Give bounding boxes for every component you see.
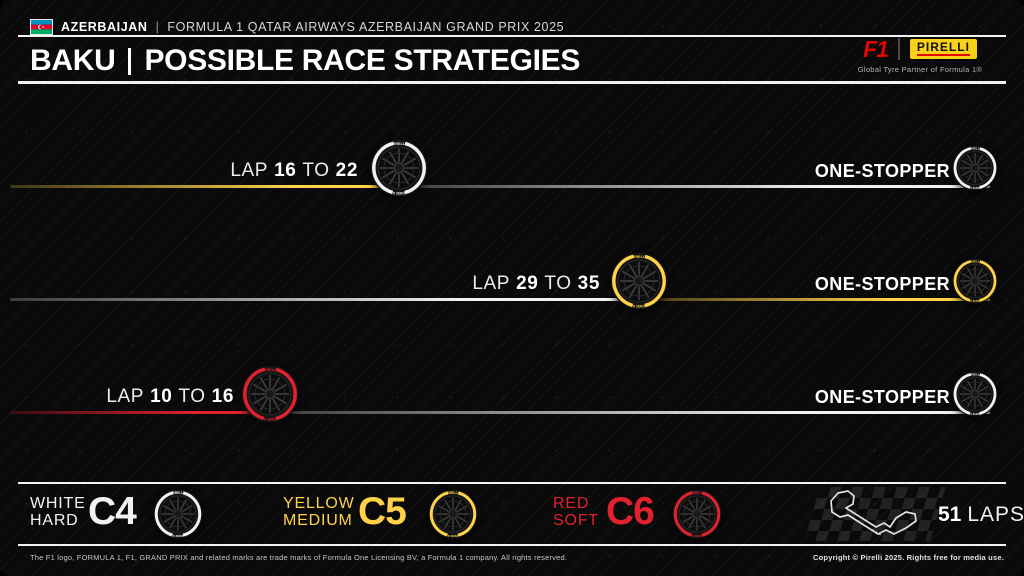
- strategy-result-label: ONE-STOPPER: [814, 386, 950, 407]
- soft-tyre-icon: PIRELLI P ZERO: [672, 489, 722, 539]
- svg-text:PIRELLI: PIRELLI: [691, 491, 704, 495]
- f1-logo: F1: [863, 36, 889, 62]
- event-header: AZERBAIJAN | FORMULA 1 QATAR AIRWAYS AZE…: [30, 19, 564, 35]
- legend-top-rule: [18, 482, 1006, 484]
- end-tyre-icon: PIRELLI P ZERO: [952, 145, 998, 191]
- svg-text:P ZERO: P ZERO: [633, 305, 645, 309]
- pit-tyre-icon: PIRELLI P ZERO: [241, 365, 299, 423]
- title-text: POSSIBLE RACE STRATEGIES: [144, 44, 581, 77]
- svg-text:P ZERO: P ZERO: [173, 534, 184, 538]
- strategy-result-label: ONE-STOPPER: [814, 273, 950, 294]
- svg-text:PIRELLI: PIRELLI: [263, 368, 277, 372]
- pit-window-label: LAP 10 TO 16: [106, 386, 234, 407]
- stint-line-start: [10, 185, 399, 188]
- laps-word: LAPS: [967, 503, 1024, 526]
- country-label: AZERBAIJAN: [61, 20, 148, 34]
- compound-code-c4: C4: [88, 490, 137, 533]
- svg-text:P ZERO: P ZERO: [393, 192, 405, 196]
- svg-text:P ZERO: P ZERO: [970, 300, 979, 303]
- header-top-rule: [18, 35, 1006, 37]
- svg-text:PIRELLI: PIRELLI: [172, 491, 185, 495]
- pit-window-label: LAP 16 TO 22: [230, 160, 358, 181]
- laps-value: 51: [938, 503, 962, 526]
- end-tyre-icon: PIRELLI P ZERO: [952, 371, 998, 417]
- stint-line-end: [270, 411, 990, 414]
- partner-logos: F1 PIRELLI Global Tyre Partner of Formul…: [835, 36, 1005, 75]
- partner-caption: Global Tyre Partner of Formula 1®: [857, 65, 983, 74]
- copyright-notice: Copyright © Pirelli 2025. Rights free fo…: [813, 553, 1004, 562]
- strategy-result-label: ONE-STOPPER: [814, 160, 950, 181]
- title-city: BAKU: [30, 44, 116, 77]
- svg-text:P ZERO: P ZERO: [264, 418, 276, 422]
- svg-text:P ZERO: P ZERO: [970, 187, 979, 190]
- footer-rule: [18, 544, 1006, 546]
- svg-text:PIRELLI: PIRELLI: [632, 255, 646, 259]
- compound-code-c5: C5: [358, 490, 407, 533]
- end-tyre-icon: PIRELLI P ZERO: [952, 258, 998, 304]
- pit-tyre-icon: PIRELLI P ZERO: [370, 139, 428, 197]
- svg-text:P ZERO: P ZERO: [970, 413, 979, 416]
- title-divider: [128, 47, 132, 75]
- svg-text:P ZERO: P ZERO: [448, 534, 459, 538]
- svg-text:PIRELLI: PIRELLI: [969, 147, 981, 151]
- hard-tyre-icon: PIRELLI P ZERO: [153, 489, 203, 539]
- pit-window-label: LAP 29 TO 35: [472, 273, 600, 294]
- medium-tyre-icon: PIRELLI P ZERO: [428, 489, 478, 539]
- svg-text:PIRELLI: PIRELLI: [447, 491, 460, 495]
- svg-text:PIRELLI: PIRELLI: [969, 260, 981, 264]
- azerbaijan-flag-icon: [30, 19, 53, 35]
- stint-line-start: [10, 298, 637, 301]
- page-title: BAKU POSSIBLE RACE STRATEGIES: [30, 44, 580, 78]
- svg-text:PIRELLI: PIRELLI: [969, 373, 981, 377]
- svg-text:PIRELLI: PIRELLI: [392, 142, 406, 146]
- track-map-icon: [830, 490, 917, 536]
- trademark-notice: The F1 logo, FORMULA 1, F1, GRAND PRIX a…: [30, 553, 568, 562]
- pirelli-logo: PIRELLI: [909, 39, 977, 59]
- compound-name-hard: WHITE HARD: [30, 495, 86, 529]
- compound-name-medium: YELLOW MEDIUM: [283, 495, 355, 529]
- svg-text:P ZERO: P ZERO: [692, 534, 703, 538]
- race-distance: 51 LAPS: [938, 503, 1024, 527]
- event-name: FORMULA 1 QATAR AIRWAYS AZERBAIJAN GRAND…: [167, 20, 565, 34]
- stint-line-end: [399, 185, 990, 188]
- header-separator: |: [155, 20, 160, 34]
- header-bottom-rule: [18, 81, 1006, 84]
- logo-divider: [897, 38, 900, 60]
- compound-code-c6: C6: [606, 490, 655, 533]
- stint-line-end: [637, 298, 990, 301]
- pit-tyre-icon: PIRELLI P ZERO: [610, 252, 668, 310]
- compound-name-soft: RED SOFT: [553, 495, 599, 529]
- stint-line-start: [10, 411, 270, 414]
